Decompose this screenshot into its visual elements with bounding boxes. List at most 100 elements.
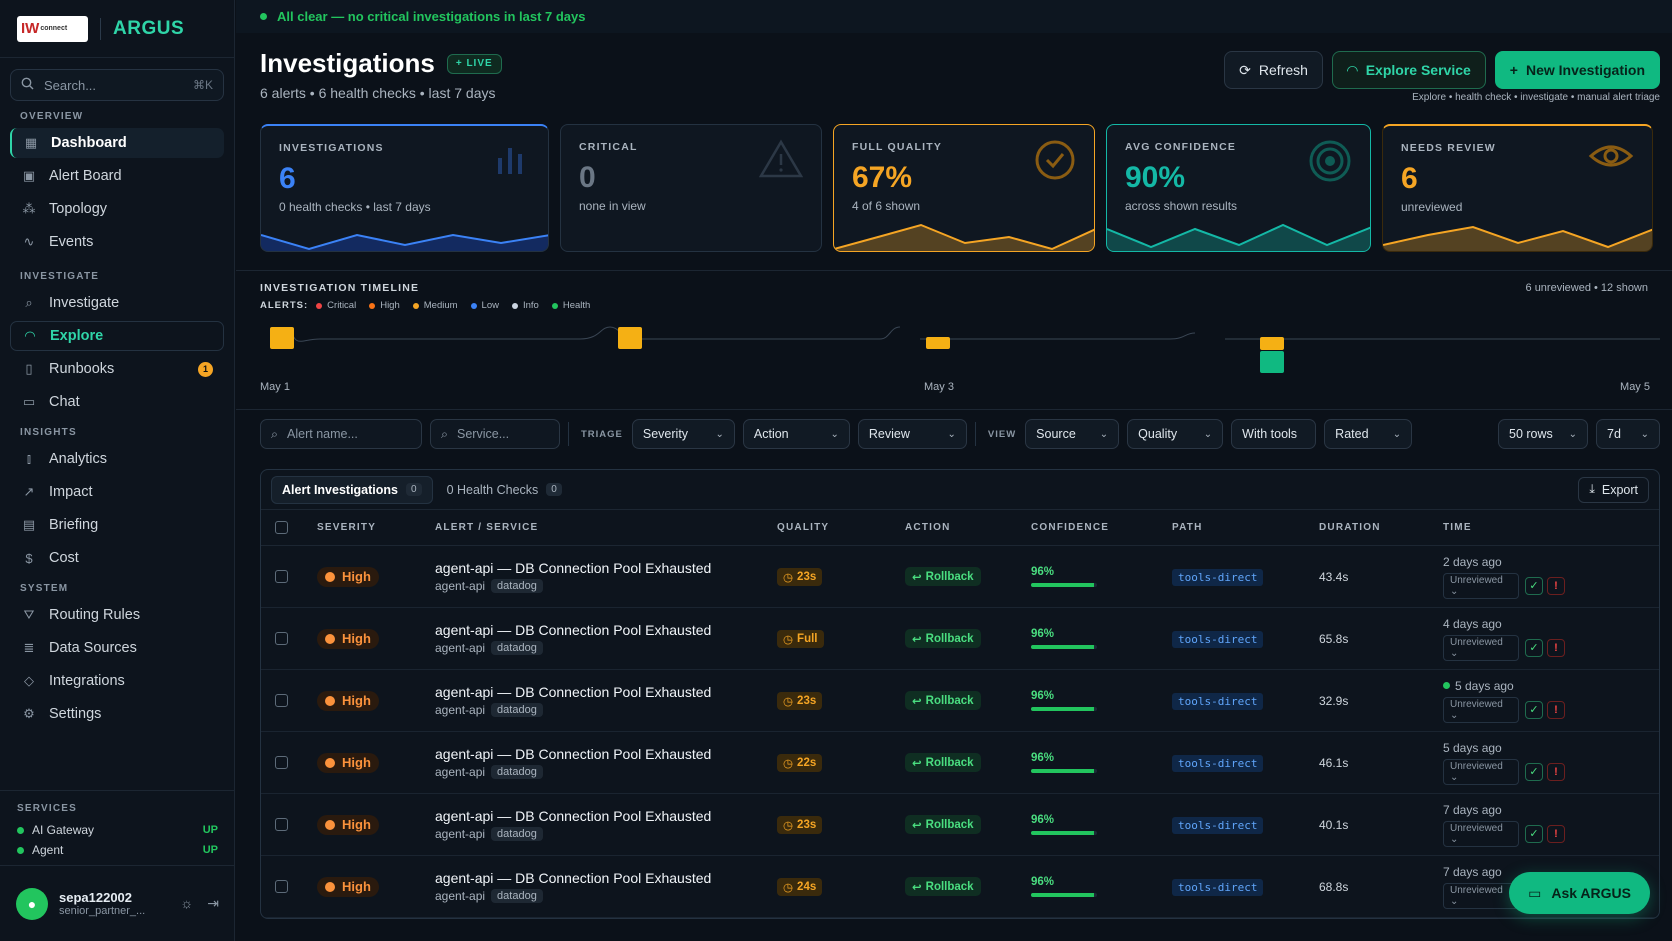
approve-icon[interactable]: ✓: [1525, 576, 1543, 595]
col-alert-service[interactable]: ALERT / SERVICE: [435, 522, 539, 533]
grid-icon: ▦: [24, 135, 38, 150]
stat-card-avg-confidence[interactable]: AVG CONFIDENCE 90% across shown results: [1106, 124, 1371, 252]
col-path[interactable]: PATH: [1172, 522, 1203, 533]
flag-icon[interactable]: !: [1547, 700, 1565, 719]
sidebar-item-integrations[interactable]: ◇ Integrations: [10, 666, 224, 696]
approve-icon[interactable]: ✓: [1525, 762, 1543, 781]
row-checkbox[interactable]: [275, 632, 288, 645]
table-row[interactable]: High agent-api — DB Connection Pool Exhau…: [261, 732, 1659, 794]
with-tools-toggle[interactable]: With tools: [1231, 419, 1317, 449]
approve-icon[interactable]: ✓: [1525, 700, 1543, 719]
alert-title[interactable]: agent-api — DB Connection Pool Exhausted: [435, 870, 712, 886]
brand-name: ARGUS: [113, 17, 185, 39]
alert-title[interactable]: agent-api — DB Connection Pool Exhausted: [435, 622, 712, 638]
review-select[interactable]: Unreviewed ⌄: [1443, 820, 1519, 847]
quality-select[interactable]: Quality ⌄: [1127, 419, 1224, 449]
col-quality[interactable]: QUALITY: [777, 522, 830, 533]
flag-icon[interactable]: !: [1547, 824, 1565, 843]
table-row[interactable]: High agent-api — DB Connection Pool Exhau…: [261, 856, 1659, 918]
alert-name-input[interactable]: ⌕ Alert name...: [260, 419, 422, 449]
col-confidence[interactable]: CONFIDENCE: [1031, 522, 1110, 533]
theme-toggle-icon[interactable]: ☼: [180, 895, 194, 911]
ask-argus-button[interactable]: ▭ Ask ARGUS: [1509, 872, 1650, 914]
alert-title[interactable]: agent-api — DB Connection Pool Exhausted: [435, 684, 712, 700]
tab-health-checks[interactable]: 0 Health Checks 0: [437, 476, 572, 504]
action-select[interactable]: Action ⌄: [742, 419, 850, 449]
service-input[interactable]: ⌕ Service...: [430, 419, 560, 449]
company-logo[interactable]: IW connect: [17, 15, 88, 42]
warning-icon: [759, 139, 803, 178]
alert-title[interactable]: agent-api — DB Connection Pool Exhausted: [435, 560, 712, 576]
timeline-bar[interactable]: [926, 337, 950, 349]
row-checkbox[interactable]: [275, 694, 288, 707]
table-row[interactable]: High agent-api — DB Connection Pool Exhau…: [261, 546, 1659, 608]
sidebar-item-explore[interactable]: ◠ Explore: [10, 321, 224, 351]
sidebar-item-briefing[interactable]: ▤ Briefing: [22, 517, 99, 533]
investigations-table: Alert Investigations 0 0 Health Checks 0 ⤓…: [260, 469, 1660, 919]
sidebar-item-topology[interactable]: ⁂ Topology: [22, 201, 108, 217]
explore-service-button[interactable]: ◠ Explore Service: [1331, 51, 1486, 89]
sidebar-search-input[interactable]: Search... ⌘K: [10, 69, 224, 101]
export-button[interactable]: ⤓ Export: [1578, 476, 1649, 503]
alert-title[interactable]: agent-api — DB Connection Pool Exhausted: [435, 808, 712, 824]
action-badge: ↩ Rollback: [905, 567, 981, 586]
rated-select[interactable]: Rated ⌄: [1324, 419, 1413, 449]
stat-card-full-quality[interactable]: FULL QUALITY 67% 4 of 6 shown: [833, 124, 1095, 252]
sidebar-item-chat[interactable]: ▭ Chat: [22, 394, 80, 410]
logout-icon[interactable]: ⇥: [207, 895, 219, 911]
sidebar-item-analytics[interactable]: ⫾ Analytics: [10, 444, 224, 474]
rows-select[interactable]: 50 rows ⌄: [1498, 419, 1588, 449]
timeline-bar-health[interactable]: [1260, 351, 1284, 373]
range-select[interactable]: 7d ⌄: [1596, 419, 1660, 449]
severity-select[interactable]: Severity ⌄: [631, 419, 735, 449]
review-select[interactable]: Unreviewed ⌄: [1443, 572, 1519, 599]
review-select[interactable]: Unreviewed ⌄: [1443, 758, 1519, 785]
review-select[interactable]: Unreviewed ⌄: [1443, 696, 1519, 723]
col-duration[interactable]: DURATION: [1319, 522, 1381, 533]
flag-icon[interactable]: !: [1547, 638, 1565, 657]
approve-icon[interactable]: ✓: [1525, 638, 1543, 657]
refresh-button[interactable]: ⟳ Refresh: [1224, 51, 1323, 89]
review-select[interactable]: Review ⌄: [857, 419, 967, 449]
col-severity[interactable]: SEVERITY: [317, 522, 377, 533]
sidebar-item-runbooks[interactable]: ▯ Runbooks 1: [10, 354, 224, 384]
sidebar-item-events[interactable]: ∿ Events: [10, 227, 224, 257]
col-action[interactable]: ACTION: [905, 522, 951, 533]
col-time[interactable]: TIME: [1443, 522, 1472, 533]
row-checkbox[interactable]: [275, 570, 288, 583]
stat-card-investigations[interactable]: INVESTIGATIONS 6 0 health checks • last …: [260, 124, 549, 252]
sidebar-item-routing-rules[interactable]: ⛛ Routing Rules: [10, 600, 224, 630]
review-select[interactable]: Unreviewed ⌄: [1443, 634, 1519, 661]
table-row[interactable]: High agent-api — DB Connection Pool Exhau…: [261, 670, 1659, 732]
tab-alert-investigations[interactable]: Alert Investigations 0: [271, 475, 433, 504]
select-all-checkbox[interactable]: [275, 521, 288, 534]
review-select[interactable]: Unreviewed ⌄: [1443, 882, 1519, 909]
row-checkbox[interactable]: [275, 880, 288, 893]
sidebar-item-settings[interactable]: ⚙ Settings: [10, 699, 224, 729]
divider: [974, 422, 976, 446]
new-investigation-button[interactable]: + New Investigation: [1494, 51, 1660, 89]
stat-card-critical[interactable]: CRITICAL 0 none in view: [560, 124, 822, 252]
table-row[interactable]: High agent-api — DB Connection Pool Exhau…: [261, 794, 1659, 856]
row-checkbox[interactable]: [275, 818, 288, 831]
legend-critical: Critical: [316, 300, 356, 311]
sidebar-item-alert-board[interactable]: ▣ Alert Board: [22, 168, 122, 184]
row-checkbox[interactable]: [275, 756, 288, 769]
sidebar-item-cost[interactable]: $ Cost: [10, 543, 224, 573]
sidebar-item-investigate[interactable]: ⌕ Investigate: [10, 288, 224, 318]
timeline-bar[interactable]: [618, 327, 642, 349]
stat-card-needs-review[interactable]: NEEDS REVIEW 6 unreviewed: [1382, 124, 1653, 252]
source-select[interactable]: Source ⌄: [1025, 419, 1120, 449]
sidebar-item-data-sources[interactable]: ≣ Data Sources: [10, 633, 224, 663]
approve-icon[interactable]: ✓: [1525, 824, 1543, 843]
legend-high: High: [369, 300, 400, 311]
flag-icon[interactable]: !: [1547, 762, 1565, 781]
sidebar-item-impact[interactable]: ↗ Impact: [10, 477, 224, 507]
alert-title[interactable]: agent-api — DB Connection Pool Exhausted: [435, 746, 712, 762]
timeline-bar[interactable]: [1260, 337, 1284, 350]
sidebar-item-dashboard[interactable]: ▦ Dashboard: [10, 128, 224, 158]
avatar[interactable]: ●: [16, 887, 48, 920]
flag-icon[interactable]: !: [1547, 576, 1565, 595]
table-row[interactable]: High agent-api — DB Connection Pool Exhau…: [261, 608, 1659, 670]
timeline-bar[interactable]: [270, 327, 294, 349]
